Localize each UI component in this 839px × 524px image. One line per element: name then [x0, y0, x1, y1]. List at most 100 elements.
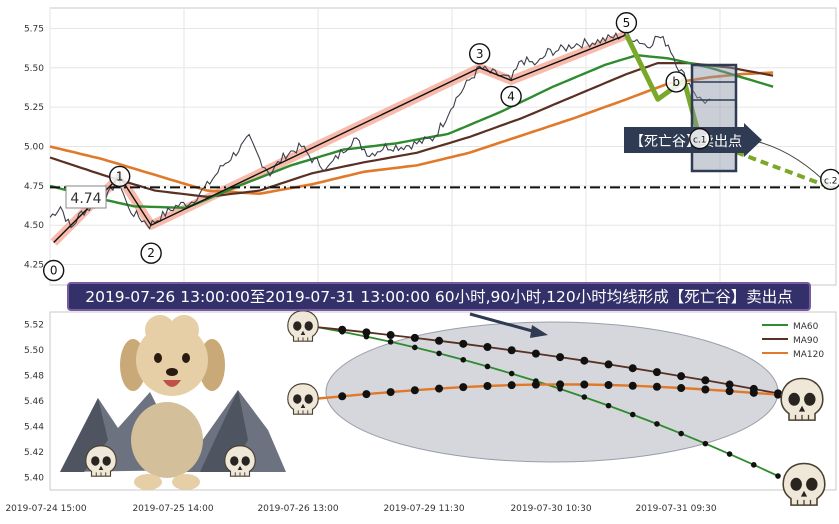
wave-marker-label: 3 — [476, 47, 484, 61]
y-tick-label: 5.48 — [24, 372, 44, 382]
zoom-point — [774, 390, 782, 399]
wave-markers: 0 1 2 3 4 5 b c.1 c.2 — [42, 12, 839, 282]
poodle-eye — [182, 353, 190, 363]
legend-label-ma120: MA120 — [793, 350, 824, 360]
zoom-y-tick-labels: 5.52 5.50 5.48 5.46 5.44 5.42 5.40 — [24, 321, 44, 484]
x-tick-label: 2019-07-25 14:00 — [132, 504, 213, 514]
zoom-point — [483, 381, 492, 390]
x-tick-label: 2019-07-24 15:00 — [5, 504, 86, 514]
y-tick-label: 5.46 — [24, 397, 44, 407]
zoom-point — [701, 385, 710, 394]
zoom-point — [412, 344, 418, 351]
zoom-panel: 5.52 5.50 5.48 5.46 5.44 5.42 5.40 MA60 MA90 M… — [24, 311, 837, 491]
y-tick-label: 5.25 — [24, 103, 44, 113]
zoom-point — [387, 339, 394, 345]
poodle-mouth — [163, 380, 181, 387]
zoom-point — [581, 394, 588, 400]
wave-marker — [140, 242, 162, 264]
zoom-line-ma90 — [317, 326, 779, 395]
main-series-lines — [49, 29, 836, 246]
wave-marker — [689, 127, 711, 150]
legend-label-ma90: MA90 — [793, 336, 819, 346]
zoom-point — [750, 462, 757, 468]
reference-value-frame — [65, 185, 107, 209]
zoom-point — [435, 384, 444, 393]
ma90-line — [49, 62, 774, 199]
zoom-point — [725, 387, 734, 396]
x-tick-label: 2019-07-29 11:30 — [383, 504, 464, 514]
zoom-point — [652, 382, 661, 391]
zoom-highlight-box — [690, 63, 738, 173]
zoom-point — [702, 440, 709, 447]
zoom-point — [484, 363, 491, 370]
y-tick-label: 4.25 — [24, 261, 44, 271]
zoom-point — [775, 473, 781, 479]
zoom-point — [604, 380, 613, 389]
zoom-point — [629, 411, 636, 418]
ma60-line — [49, 53, 774, 210]
poodle-paw — [172, 474, 200, 490]
zoom-point — [435, 336, 444, 345]
legend-label-ma60: MA60 — [793, 322, 819, 332]
zoom-point — [338, 325, 347, 334]
zoom-point — [580, 356, 589, 365]
wave-marker — [665, 71, 687, 93]
wave-marker-label: c.2 — [824, 176, 838, 186]
y-tick-label: 4.75 — [24, 182, 44, 192]
poodle-icon — [120, 315, 225, 490]
y-tick-label: 5.44 — [24, 422, 44, 432]
zoom-point — [386, 331, 395, 340]
zoom-point — [749, 388, 758, 397]
reference-value-label: 4.74 — [70, 191, 101, 207]
y-tick-label: 5.42 — [24, 448, 44, 458]
wave-marker — [820, 168, 839, 191]
valley-arrow-head — [530, 325, 548, 338]
wave-marker — [500, 85, 522, 108]
zoom-point — [410, 333, 419, 342]
zoom-point — [652, 368, 661, 377]
wave-marker-label: 2 — [147, 246, 155, 260]
valley-arrow-shaft — [469, 312, 537, 334]
zoom-point — [459, 383, 468, 392]
zoom-point — [362, 390, 371, 399]
zoom-point — [628, 364, 637, 373]
wave-line — [53, 34, 627, 243]
zoom-point — [556, 353, 565, 362]
legend: MA60 MA90 MA120 — [762, 322, 824, 360]
poodle-nose — [166, 368, 178, 376]
x-tick-label: 2019-07-26 13:00 — [257, 504, 338, 514]
zoom-point — [605, 402, 612, 409]
wave-marker — [468, 43, 491, 65]
poodle-body — [131, 402, 203, 478]
x-tick-label: 2019-07-31 09:30 — [635, 504, 716, 514]
y-tick-label: 5.00 — [24, 143, 44, 153]
wave-marker — [42, 259, 65, 282]
skull-icon — [782, 462, 826, 506]
zoom-point — [654, 421, 660, 427]
wave-marker-label: 1 — [116, 169, 124, 183]
zoom-point — [628, 381, 637, 390]
zoom-point — [436, 350, 442, 357]
signal-banner: 2019-07-26 13:00:00至2019-07-31 13:00:00 … — [67, 282, 811, 311]
signal-banner-text: 2019-07-26 13:00:00至2019-07-31 13:00:00 … — [85, 288, 793, 306]
zoom-point — [508, 370, 515, 377]
y-tick-label: 5.50 — [24, 64, 44, 74]
zoom-point — [701, 376, 710, 385]
zoom-point — [483, 342, 492, 351]
poodle-paw — [134, 474, 162, 490]
main-grid — [49, 8, 836, 285]
zoom-point — [507, 346, 516, 355]
wave-marker-label: 5 — [623, 16, 631, 30]
y-tick-label: 5.40 — [24, 473, 44, 483]
x-axis-labels: 2019-07-24 15:00 2019-07-25 14:00 2019-07-… — [5, 504, 716, 514]
wave-marker — [108, 165, 131, 188]
zoom-point — [556, 380, 565, 389]
zoom-point — [460, 356, 467, 363]
y-tick-label: 4.50 — [24, 221, 44, 231]
poodle-topknot — [169, 315, 199, 345]
wave-marker-label: c.1 — [693, 136, 707, 146]
wave-marker-label: 0 — [50, 264, 58, 278]
zoom-point — [386, 388, 395, 397]
